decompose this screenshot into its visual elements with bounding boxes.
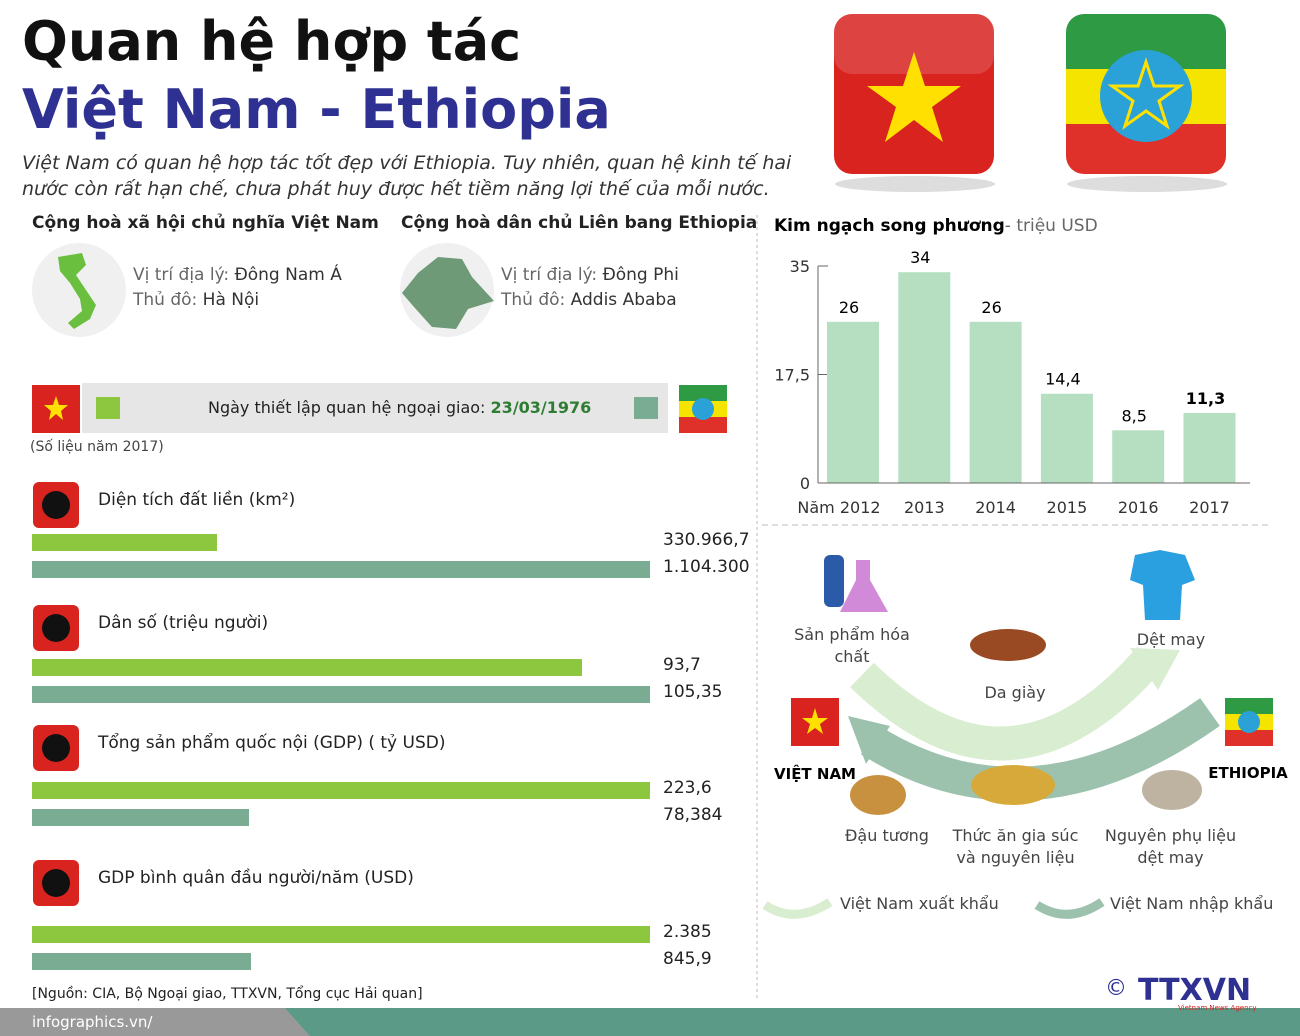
relations-bar	[32, 383, 727, 433]
metric-icon	[33, 605, 79, 651]
metric-value: 93,7	[663, 655, 701, 675]
legend-text: Việt Nam xuất khẩu	[840, 894, 999, 913]
metric-value: 330.966,7	[663, 530, 750, 550]
bar	[827, 321, 879, 483]
ethiopia-flag	[1066, 14, 1227, 192]
data-label: 14,4	[1045, 370, 1081, 389]
country-info: Vị trí địa lý: Đông Phi Thủ đô: Addis Aba…	[501, 263, 679, 313]
metric-value: 78,384	[663, 805, 723, 825]
x-tick-label: Năm 2012	[797, 498, 880, 517]
metric-label: Diện tích đất liền (km²)	[98, 490, 296, 510]
bar	[1112, 430, 1165, 483]
metric-icon	[33, 860, 79, 906]
metric-value: 105,35	[663, 682, 723, 702]
metric-bar	[32, 534, 218, 551]
y-tick-label: 0	[800, 474, 810, 493]
metric-bar	[32, 782, 650, 799]
metric-icon	[33, 725, 79, 771]
metric-value: 223,6	[663, 778, 712, 798]
metric-bar	[32, 926, 650, 943]
x-tick-label: 2017	[1189, 498, 1230, 517]
metric-value: 1.104.300	[663, 557, 750, 577]
country-name: Cộng hoà dân chủ Liên bang Ethiopia	[401, 213, 758, 233]
x-tick-label: 2014	[975, 498, 1016, 517]
metric-bar	[32, 809, 249, 826]
chart-title: Kim ngạch song phương- triệu USD	[774, 216, 1098, 236]
icon-glyph	[42, 614, 70, 642]
info-value: Addis Ababa	[570, 290, 677, 310]
data-label: 8,5	[1121, 406, 1146, 425]
trade-item: Đậu tương	[845, 826, 929, 845]
trade-item: Sản phẩm hóa chất	[794, 625, 910, 666]
info-value: Đông Nam Á	[234, 265, 342, 285]
info-label: Thủ đô:	[501, 290, 566, 310]
bar	[898, 272, 951, 483]
metric-icon	[33, 482, 79, 528]
info-value: Đông Phi	[602, 265, 679, 285]
ethiopia-map	[400, 243, 494, 337]
copyright: ©	[1105, 976, 1127, 1001]
metric-bar	[32, 686, 650, 703]
bar	[1040, 393, 1093, 483]
metric-value: 845,9	[663, 949, 712, 969]
trade-item: Nguyên phụ liệu dệt may	[1104, 826, 1237, 867]
metric-bar	[32, 953, 252, 970]
relations-label: Ngày thiết lập quan hệ ngoại giao:	[208, 398, 486, 417]
data-label: 26	[981, 298, 1001, 317]
trade-country: VIỆT NAM	[774, 763, 856, 783]
y-tick-label: 17,5	[774, 366, 810, 385]
logo: TTXVN	[1138, 973, 1251, 1008]
data-label: 34	[910, 248, 930, 267]
icon-glyph	[42, 734, 70, 762]
metric-bar	[32, 561, 650, 578]
title: Quan hệ hợp tác	[22, 10, 522, 73]
info-label: Vị trí địa lý:	[501, 265, 598, 285]
x-tick-label: 2013	[904, 498, 945, 517]
metric-label: Tổng sản phẩm quốc nội (GDP) ( tỷ USD)	[98, 733, 446, 753]
metric-label: GDP bình quân đầu người/năm (USD)	[98, 868, 414, 888]
icon-glyph	[42, 491, 70, 519]
vietnam-flag	[834, 14, 995, 192]
relations-date: 23/03/1976	[490, 398, 592, 417]
logo-sub: Vietnam News Agency	[1178, 1004, 1257, 1012]
data-label: 26	[839, 298, 859, 317]
chart-subtitle: - triệu USD	[1005, 216, 1098, 236]
trade-item: Da giày	[984, 683, 1046, 702]
vietnam-map	[32, 243, 126, 337]
metric-value: 2.385	[663, 922, 712, 942]
metric-bar	[32, 659, 582, 676]
chart-title-main: Kim ngạch song phương	[774, 216, 1005, 236]
y-tick-label: 35	[790, 257, 810, 276]
data-label: 11,3	[1186, 389, 1225, 408]
relations-text: Ngày thiết lập quan hệ ngoại giao: 23/03…	[208, 398, 591, 417]
country-name: Cộng hoà xã hội chủ nghĩa Việt Nam	[32, 213, 379, 233]
info-label: Vị trí địa lý:	[133, 265, 230, 285]
source: [Nguồn: CIA, Bộ Ngoại giao, TTXVN, Tổng …	[32, 985, 423, 1002]
trade-item: Thức ăn gia súc và nguyên liệu	[952, 826, 1079, 867]
bar	[1183, 412, 1236, 483]
data-note: (Số liệu năm 2017)	[30, 439, 164, 455]
title: Việt Nam - Ethiopia	[22, 78, 611, 141]
intro: Việt Nam có quan hệ hợp tác tốt đẹp với …	[22, 152, 792, 200]
icon-glyph	[42, 869, 70, 897]
trade-country: ETHIOPIA	[1208, 764, 1288, 782]
legend-text: Việt Nam nhập khẩu	[1110, 894, 1273, 913]
info-label: Thủ đô:	[133, 290, 198, 310]
bar	[969, 321, 1022, 483]
x-tick-label: 2016	[1118, 498, 1159, 517]
trade-item: Dệt may	[1136, 630, 1206, 649]
metric-label: Dân số (triệu người)	[98, 613, 269, 633]
country-info: Vị trí địa lý: Đông Nam Á Thủ đô: Hà Nội	[133, 263, 342, 313]
x-tick-label: 2015	[1047, 498, 1088, 517]
site: infographics.vn/	[32, 1013, 153, 1031]
info-value: Hà Nội	[202, 290, 260, 310]
